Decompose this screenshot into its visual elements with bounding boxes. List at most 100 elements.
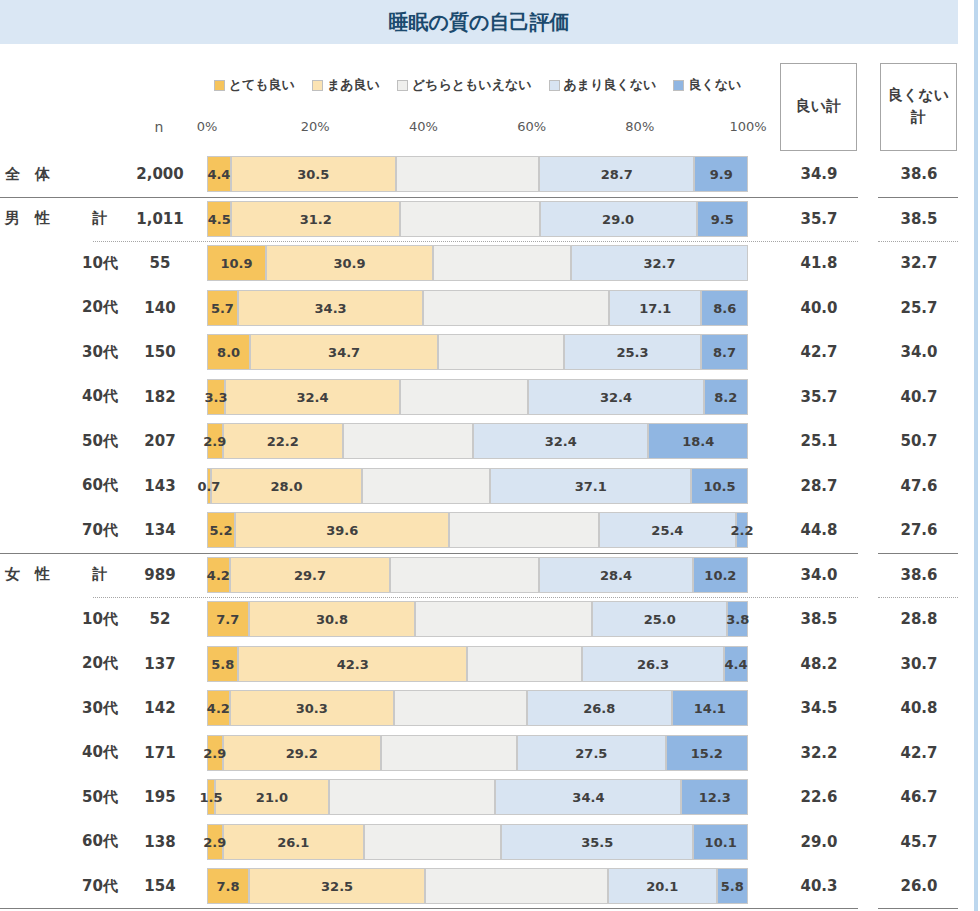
bar-segment-value: 32.4 bbox=[545, 434, 577, 449]
bar-segment-not-very-good: 25.3 bbox=[564, 334, 701, 370]
bar-segment-value: 10.9 bbox=[220, 256, 252, 271]
bar-segment-bad: 3.8 bbox=[727, 601, 748, 637]
table-row: 30代 150 8.034.725.38.7 42.7 34.0 bbox=[0, 330, 958, 375]
bar-segment-neutral bbox=[364, 824, 501, 860]
bar-segment-value: 5.7 bbox=[211, 300, 234, 315]
bar-segment-neutral bbox=[467, 646, 582, 682]
bar-segment-value: 42.3 bbox=[337, 656, 369, 671]
bar-segment-value: 8.6 bbox=[713, 300, 736, 315]
bar-segment-value: 39.6 bbox=[326, 523, 358, 538]
bar-segment-fairly-good: 34.3 bbox=[238, 290, 424, 326]
bad-total-value: 32.7 bbox=[880, 254, 958, 272]
bar-segment-neutral bbox=[329, 779, 496, 815]
bar-segment-bad: 10.2 bbox=[693, 557, 748, 593]
bar-segment-value: 30.3 bbox=[296, 701, 328, 716]
good-total-value: 28.7 bbox=[780, 477, 858, 495]
bar-segment-value: 22.2 bbox=[267, 434, 299, 449]
axis-tick-label: 20% bbox=[301, 119, 330, 134]
bad-total-value: 25.7 bbox=[880, 299, 958, 317]
table-row: 20代 137 5.842.326.34.4 48.2 30.7 bbox=[0, 642, 958, 687]
bar-segment-fairly-good: 32.5 bbox=[249, 868, 425, 904]
bar-segment-value: 29.2 bbox=[286, 745, 318, 760]
stacked-bar: 4.531.229.09.5 bbox=[207, 201, 748, 237]
table-row: 20代 140 5.734.317.18.6 40.0 25.7 bbox=[0, 286, 958, 331]
bar-segment-value: 7.7 bbox=[216, 612, 239, 627]
sample-size-value: 1,011 bbox=[130, 210, 190, 228]
stacked-bar: 7.8 32.5 20.15.8 bbox=[207, 868, 748, 904]
x-axis: 0%20%40%60%80%100% bbox=[207, 119, 748, 136]
table-row: 50代 195 1.521.034.412.3 22.6 46.7 bbox=[0, 775, 958, 820]
bar-segment-neutral bbox=[343, 423, 473, 459]
legend-label: 良くない bbox=[688, 76, 741, 94]
bar-segment-not-very-good: 25.0 bbox=[592, 601, 727, 637]
bar-segment-neutral bbox=[381, 735, 517, 771]
bar-segment-value: 18.4 bbox=[682, 434, 714, 449]
legend-swatch-icon bbox=[549, 80, 560, 91]
bar-segment-not-very-good: 32.7 bbox=[571, 245, 748, 281]
legend-label: まあ良い bbox=[327, 76, 380, 94]
bar-segment-value: 8.0 bbox=[217, 345, 240, 360]
stacked-bar: 10.930.932.7 bbox=[207, 245, 748, 281]
bar-segment-not-very-good: 29.0 bbox=[540, 201, 697, 237]
good-total-value: 34.0 bbox=[780, 566, 858, 584]
bar-segment-value: 5.8 bbox=[211, 656, 234, 671]
stacked-bar: 3.332.432.48.2 bbox=[207, 379, 748, 415]
table-row: 男 性 計 1,011 4.531.229.09.5 35.7 38.5 bbox=[0, 197, 958, 242]
legend-item-not-very-good: あまり良くない bbox=[549, 76, 657, 94]
stacked-bar: 8.034.725.38.7 bbox=[207, 334, 748, 370]
bar-segment-not-very-good: 28.7 bbox=[539, 156, 694, 192]
bar-segment-value: 34.7 bbox=[328, 345, 360, 360]
bar-segment-bad: 8.2 bbox=[704, 379, 748, 415]
good-total-value: 34.9 bbox=[780, 165, 858, 183]
subgroup-label: 20代 bbox=[70, 298, 130, 317]
page-edge-strip bbox=[974, 0, 978, 911]
sample-size-value: 195 bbox=[130, 788, 190, 806]
bar-segment-value: 15.2 bbox=[691, 745, 723, 760]
table-body: 全 体 2,000 4.430.528.79.9 34.9 38.6 男 性 計… bbox=[0, 152, 958, 909]
bar-segment-not-very-good: 28.4 bbox=[539, 557, 693, 593]
good-total-value: 35.7 bbox=[780, 210, 858, 228]
bar-segment-value: 9.9 bbox=[710, 167, 733, 182]
group-label: 男 性 bbox=[0, 209, 70, 228]
bar-segment-not-very-good: 37.1 bbox=[490, 468, 691, 504]
bar-segment-value: 4.4 bbox=[207, 167, 230, 182]
bar-segment-value: 28.4 bbox=[600, 567, 632, 582]
bar-segment-value: 29.0 bbox=[602, 211, 634, 226]
bar-segment-not-very-good: 26.8 bbox=[527, 690, 672, 726]
table-row: 50代 207 2.922.232.418.4 25.1 50.7 bbox=[0, 419, 958, 464]
bar-segment-not-very-good: 32.4 bbox=[528, 379, 703, 415]
bar-segment-fairly-good: 31.2 bbox=[231, 201, 400, 237]
bar-segment-value: 10.2 bbox=[704, 567, 736, 582]
sample-size-value: 2,000 bbox=[130, 165, 190, 183]
subgroup-label: 60代 bbox=[70, 476, 130, 495]
stacked-bar: 2.929.227.515.2 bbox=[207, 735, 748, 771]
table-bottom-line bbox=[878, 908, 958, 909]
table-bottom-line bbox=[0, 908, 858, 909]
chart-title-bar: 睡眠の質の自己評価 bbox=[0, 0, 958, 44]
table-row: 40代 182 3.332.432.48.2 35.7 40.7 bbox=[0, 375, 958, 420]
subgroup-label: 計 bbox=[70, 209, 130, 228]
bar-segment-bad: 8.6 bbox=[701, 290, 748, 326]
bar-segment-very-good: 5.8 bbox=[207, 646, 238, 682]
bar-segment-bad: 9.9 bbox=[694, 156, 748, 192]
bar-segment-bad: 5.8 bbox=[717, 868, 748, 904]
axis-tick-label: 60% bbox=[517, 119, 546, 134]
sample-size-value: 142 bbox=[130, 699, 190, 717]
bar-segment-not-very-good: 20.1 bbox=[608, 868, 717, 904]
subgroup-label: 10代 bbox=[70, 610, 130, 629]
bar-segment-value: 26.1 bbox=[277, 834, 309, 849]
sample-size-value: 140 bbox=[130, 299, 190, 317]
bad-total-value: 27.6 bbox=[880, 521, 958, 539]
bar-segment-neutral bbox=[423, 290, 609, 326]
sample-size-value: 137 bbox=[130, 655, 190, 673]
bar-segment-value: 7.8 bbox=[217, 879, 240, 894]
bar-segment-neutral bbox=[449, 512, 598, 548]
bar-segment-value: 29.7 bbox=[294, 567, 326, 582]
bar-segment-very-good: 4.2 bbox=[207, 557, 230, 593]
bar-segment-neutral bbox=[425, 868, 608, 904]
sample-size-value: 134 bbox=[130, 521, 190, 539]
bar-segment-value: 37.1 bbox=[575, 478, 607, 493]
good-total-value: 34.5 bbox=[780, 699, 858, 717]
stacked-bar: 1.521.034.412.3 bbox=[207, 779, 748, 815]
stacked-bar: 5.734.317.18.6 bbox=[207, 290, 748, 326]
